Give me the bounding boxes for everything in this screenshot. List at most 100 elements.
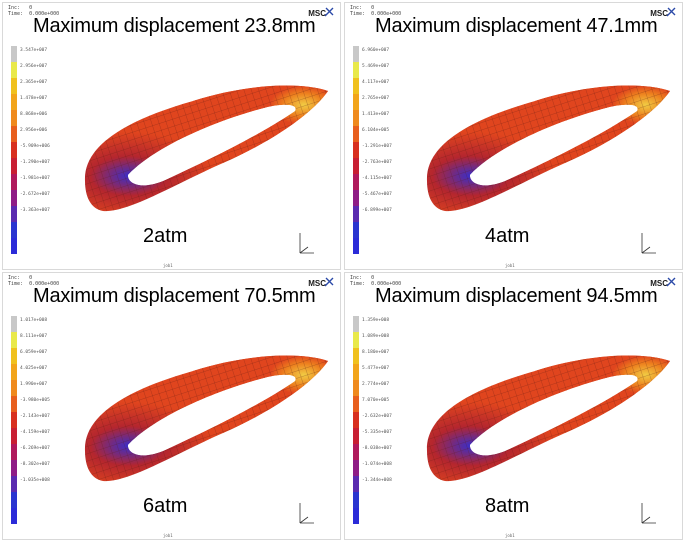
- legend-tick-label: 8.111e+007: [20, 334, 48, 339]
- legend-tick-label: 6.104e+005: [362, 128, 390, 133]
- legend-tick-label: 4.117e+007: [362, 80, 390, 85]
- max-displacement-title: Maximum displacement 70.5mm: [33, 285, 316, 307]
- legend-swatch: [11, 316, 17, 332]
- increment-time-header: Inc: 0 Time: 0.000e+000: [350, 5, 401, 17]
- legend-swatch: [11, 460, 17, 476]
- legend-swatch: [11, 110, 17, 126]
- legend-tick-label: -1.074e+008: [362, 462, 392, 467]
- legend-tick-label: -1.290e+007: [20, 160, 50, 165]
- legend-swatch: [353, 364, 359, 380]
- coordinate-axes-icon: [299, 233, 314, 254]
- increment-label: Inc: 0: [350, 275, 375, 281]
- result-panel-2atm: Inc: 0 Time: 0.000e+000 MSC Maximum disp…: [2, 2, 341, 270]
- color-legend-bar: [353, 46, 359, 254]
- color-legend-ticks: 6.960e+007 5.469e+007 4.117e+007 2.765e+007…: [362, 43, 392, 219]
- color-legend-ticks: 1.359e+008 1.089e+008 8.180e+007 5.477e+007…: [362, 313, 392, 489]
- result-panel-6atm: Inc: 0 Time: 0.000e+000 MSC Maximum disp…: [2, 272, 341, 540]
- legend-tick-label: 5.469e+007: [362, 64, 390, 69]
- legend-tick-label: 2.956e+006: [20, 128, 48, 133]
- legend-tick-label: -1.344e+008: [362, 478, 392, 483]
- legend-swatch: [11, 62, 17, 78]
- legend-swatch: [11, 364, 17, 380]
- legend-swatch: [353, 206, 359, 222]
- color-legend-bar: [353, 316, 359, 524]
- legend-swatch: [11, 396, 17, 412]
- legend-tick-label: 2.765e+007: [362, 96, 390, 101]
- coordinate-axes-icon: [641, 503, 656, 524]
- legend-swatch: [353, 222, 359, 238]
- legend-tick-label: 4.025e+007: [20, 366, 48, 371]
- deformed-airfoil-mesh: [426, 355, 670, 482]
- coordinate-axes-icon: [641, 233, 656, 254]
- job-label: job1: [505, 263, 515, 268]
- coordinate-axes-icon: [299, 503, 314, 524]
- pressure-label: 8atm: [485, 495, 530, 517]
- color-legend-bar: [11, 46, 17, 254]
- legend-swatch: [353, 190, 359, 206]
- legend-swatch: [11, 348, 17, 364]
- msc-logo-text: MSC: [308, 279, 326, 288]
- legend-tick-label: -2.143e+007: [20, 414, 50, 419]
- time-label: Time: 0.000e+000: [350, 11, 402, 17]
- legend-tick-label: -2.632e+007: [362, 414, 392, 419]
- result-panel-4atm: Inc: 0 Time: 0.000e+000 MSC Maximum disp…: [344, 2, 683, 270]
- deformed-airfoil-mesh: [84, 355, 328, 482]
- pressure-label: 6atm: [143, 495, 188, 517]
- max-displacement-title: Maximum displacement 23.8mm: [33, 15, 316, 37]
- legend-swatch: [11, 428, 17, 444]
- msc-logo-icon: [666, 277, 676, 287]
- msc-logo-icon: [324, 7, 334, 17]
- legend-swatch: [11, 380, 17, 396]
- msc-logo-icon: [666, 7, 676, 17]
- legend-tick-label: -3.363e+007: [20, 208, 50, 213]
- increment-time-header: Inc: 0 Time: 0.000e+000: [8, 275, 59, 287]
- legend-swatch: [11, 190, 17, 206]
- increment-time-header: Inc: 0 Time: 0.000e+000: [350, 275, 401, 287]
- legend-tick-label: 8.868e+006: [20, 112, 48, 117]
- legend-swatch: [11, 78, 17, 94]
- legend-swatch: [353, 110, 359, 126]
- legend-tick-label: 2.365e+007: [20, 80, 48, 85]
- legend-swatch: [11, 158, 17, 174]
- legend-tick-label: -4.115e+007: [362, 176, 392, 181]
- legend-tick-label: 3.547e+007: [20, 48, 48, 53]
- msc-logo-text: MSC: [650, 279, 668, 288]
- legend-tick-label: 1.089e+008: [362, 334, 390, 339]
- legend-tick-label: 1.990e+007: [20, 382, 48, 387]
- msc-logo-text: MSC: [308, 9, 326, 18]
- legend-swatch: [353, 492, 359, 508]
- legend-tick-label: -2.672e+007: [20, 192, 50, 197]
- legend-tick-label: -5.335e+007: [362, 430, 392, 435]
- legend-swatch: [11, 222, 17, 238]
- legend-swatch: [353, 238, 359, 254]
- legend-swatch: [353, 396, 359, 412]
- legend-swatch: [353, 444, 359, 460]
- legend-tick-label: -6.899e+007: [362, 208, 392, 213]
- legend-swatch: [11, 412, 17, 428]
- legend-swatch: [353, 428, 359, 444]
- legend-swatch: [353, 348, 359, 364]
- time-label: Time: 0.000e+000: [350, 281, 402, 287]
- legend-tick-label: -1.035e+008: [20, 478, 50, 483]
- legend-tick-label: 1.017e+008: [20, 318, 48, 323]
- increment-time-header: Inc: 0 Time: 0.000e+000: [8, 5, 59, 17]
- legend-swatch: [353, 380, 359, 396]
- deformed-airfoil-mesh: [84, 85, 328, 212]
- legend-swatch: [353, 46, 359, 62]
- legend-tick-label: -5.467e+007: [362, 192, 392, 197]
- legend-tick-label: -1.291e+007: [362, 144, 392, 149]
- job-label: job1: [163, 263, 173, 268]
- time-label: Time: 0.000e+000: [8, 11, 60, 17]
- legend-swatch: [353, 508, 359, 524]
- legend-swatch: [11, 332, 17, 348]
- pressure-label: 2atm: [143, 225, 188, 247]
- legend-swatch: [11, 94, 17, 110]
- legend-swatch: [11, 444, 17, 460]
- legend-tick-label: 7.070e+005: [362, 398, 390, 403]
- legend-tick-label: 5.477e+007: [362, 366, 390, 371]
- legend-tick-label: 1.359e+008: [362, 318, 390, 323]
- legend-swatch: [353, 412, 359, 428]
- legend-tick-label: -4.159e+007: [20, 430, 50, 435]
- legend-swatch: [11, 126, 17, 142]
- color-legend-bar: [11, 316, 17, 524]
